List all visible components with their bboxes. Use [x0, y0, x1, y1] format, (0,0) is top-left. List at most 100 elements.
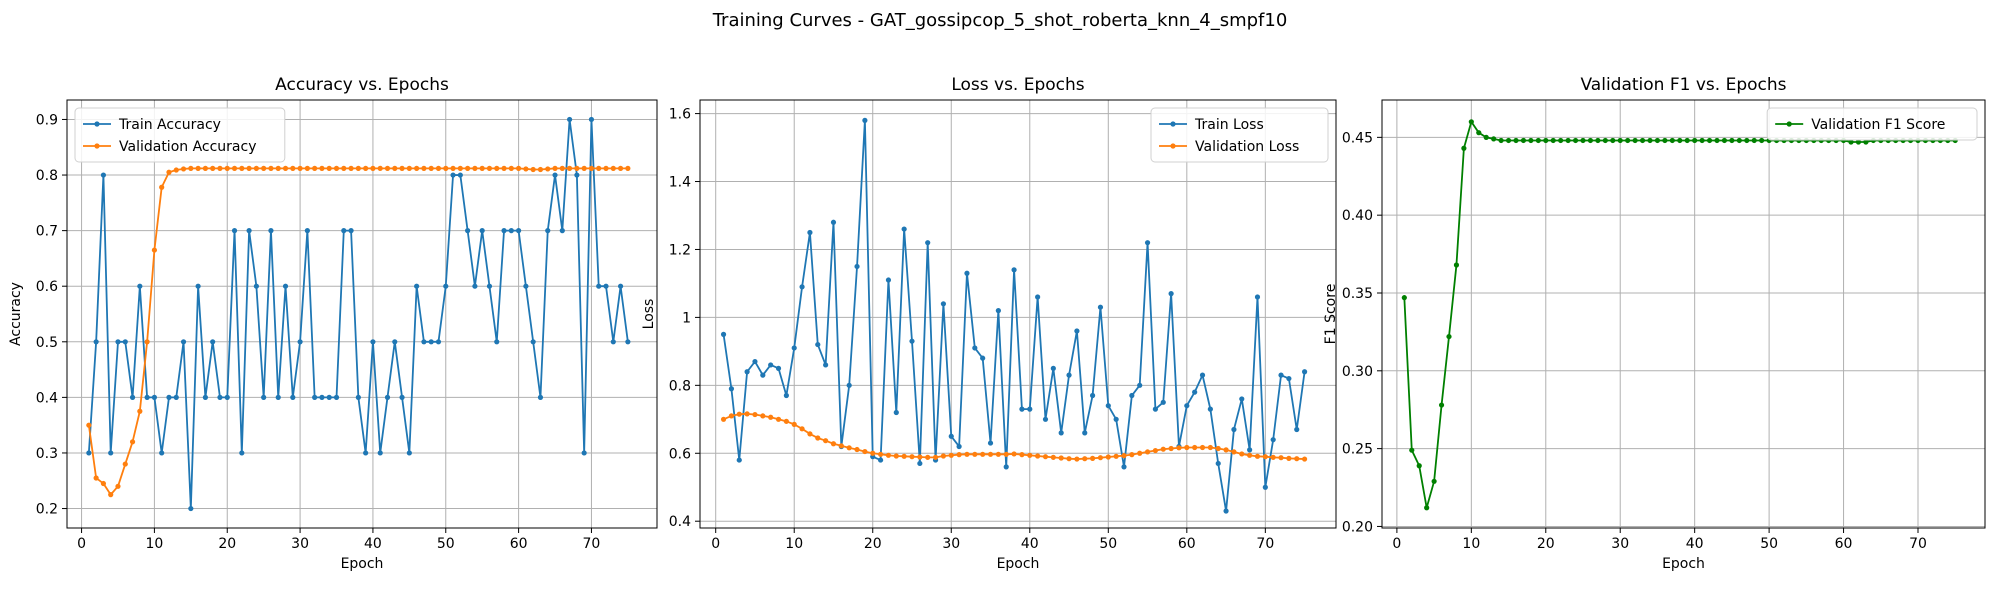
subplot-panels: 0 10 20 30 40 50 60 700.20.30.40.50.60.70.80.9A…: [8, 75, 1986, 572]
data-point: [108, 492, 114, 498]
data-point: [1416, 463, 1422, 469]
data-point: [188, 165, 194, 171]
y-tick-label: 0.3: [36, 446, 58, 462]
axes-frame: [699, 99, 1337, 529]
data-point: [472, 283, 478, 289]
data-point: [122, 461, 128, 467]
series-line: [1403, 120, 1956, 509]
data-point: [1863, 139, 1869, 145]
data-point: [1498, 137, 1504, 144]
data-point: [1595, 137, 1601, 144]
data-point: [1632, 137, 1638, 144]
data-point: [1058, 430, 1064, 436]
data-point: [370, 339, 376, 345]
data-point: [384, 165, 391, 171]
data-point: [326, 165, 332, 171]
y-tick-label: 0.7: [36, 224, 58, 240]
data-point: [1199, 444, 1206, 451]
x-tick-label: 20: [864, 536, 882, 552]
data-point: [406, 165, 412, 171]
data-point: [720, 331, 727, 337]
data-point: [523, 166, 529, 172]
data-point: [909, 338, 915, 344]
data-point: [1270, 437, 1276, 443]
data-point: [1035, 294, 1041, 300]
data-point: [1247, 452, 1253, 458]
data-point: [956, 443, 962, 450]
data-point: [1042, 416, 1049, 422]
data-point: [1520, 137, 1527, 144]
data-point: [217, 165, 223, 171]
y-tick-label: 0.35: [1342, 286, 1373, 302]
data-point: [122, 339, 128, 345]
data-point: [617, 165, 624, 171]
data-point: [1129, 452, 1135, 458]
data-point: [1137, 382, 1143, 388]
data-point: [1278, 455, 1284, 461]
data-point: [854, 446, 860, 453]
data-point: [830, 441, 837, 447]
data-point: [159, 184, 165, 190]
data-point: [1144, 240, 1151, 246]
legend-label: Validation Loss: [1195, 139, 1299, 155]
data-point: [253, 165, 259, 171]
data-point: [1168, 445, 1174, 452]
data-point: [823, 438, 829, 444]
data-point: [304, 165, 310, 171]
subplot-title: Validation F1 vs. Epochs: [1581, 75, 1787, 95]
data-point: [1721, 137, 1728, 144]
data-point: [341, 228, 347, 234]
data-point: [108, 450, 114, 456]
data-point: [348, 228, 354, 234]
x-tick-label: 40: [1686, 536, 1704, 552]
subplot-title: Accuracy vs. Epochs: [275, 75, 449, 95]
series-train-accuracy: [86, 116, 631, 512]
data-point: [1461, 145, 1467, 151]
data-point: [180, 339, 187, 345]
data-point: [363, 450, 369, 456]
data-point: [1736, 137, 1742, 144]
data-point: [625, 339, 631, 345]
data-point: [530, 339, 536, 345]
x-tick-label: 10: [145, 536, 163, 552]
x-tick-label: 60: [1178, 536, 1196, 552]
y-tick-label: 0.40: [1342, 208, 1373, 224]
data-point: [312, 394, 318, 400]
data-point: [1050, 365, 1056, 371]
x-tick-label: 50: [1760, 536, 1778, 552]
data-point: [1446, 333, 1452, 340]
data-point: [1239, 396, 1245, 402]
data-point: [355, 394, 361, 400]
x-tick-label: 0: [1392, 536, 1401, 552]
x-tick-label: 70: [1256, 536, 1274, 552]
data-point: [326, 394, 332, 400]
data-point: [1192, 444, 1198, 451]
data-point: [799, 426, 805, 432]
data-point: [552, 165, 558, 171]
data-point: [799, 284, 805, 290]
data-point: [1286, 455, 1292, 461]
data-point: [86, 422, 92, 428]
data-point: [239, 450, 245, 456]
data-point: [333, 394, 340, 400]
data-point: [885, 277, 892, 283]
data-point: [210, 339, 216, 345]
x-tick-label: 70: [583, 536, 601, 552]
data-point: [775, 416, 782, 422]
data-point: [1654, 137, 1661, 144]
data-point: [282, 165, 289, 171]
data-point: [948, 433, 954, 439]
data-point: [1137, 450, 1143, 456]
data-point: [195, 165, 201, 171]
data-point: [1550, 137, 1556, 144]
series-line: [87, 167, 628, 496]
data-point: [552, 172, 558, 178]
legend-label: Train Accuracy: [118, 117, 221, 133]
data-point: [791, 421, 797, 427]
data-point: [319, 165, 325, 171]
data-point: [93, 475, 99, 481]
data-point: [559, 165, 565, 171]
data-point: [783, 392, 789, 399]
data-point: [964, 270, 970, 276]
x-tick-label: 50: [437, 536, 455, 552]
